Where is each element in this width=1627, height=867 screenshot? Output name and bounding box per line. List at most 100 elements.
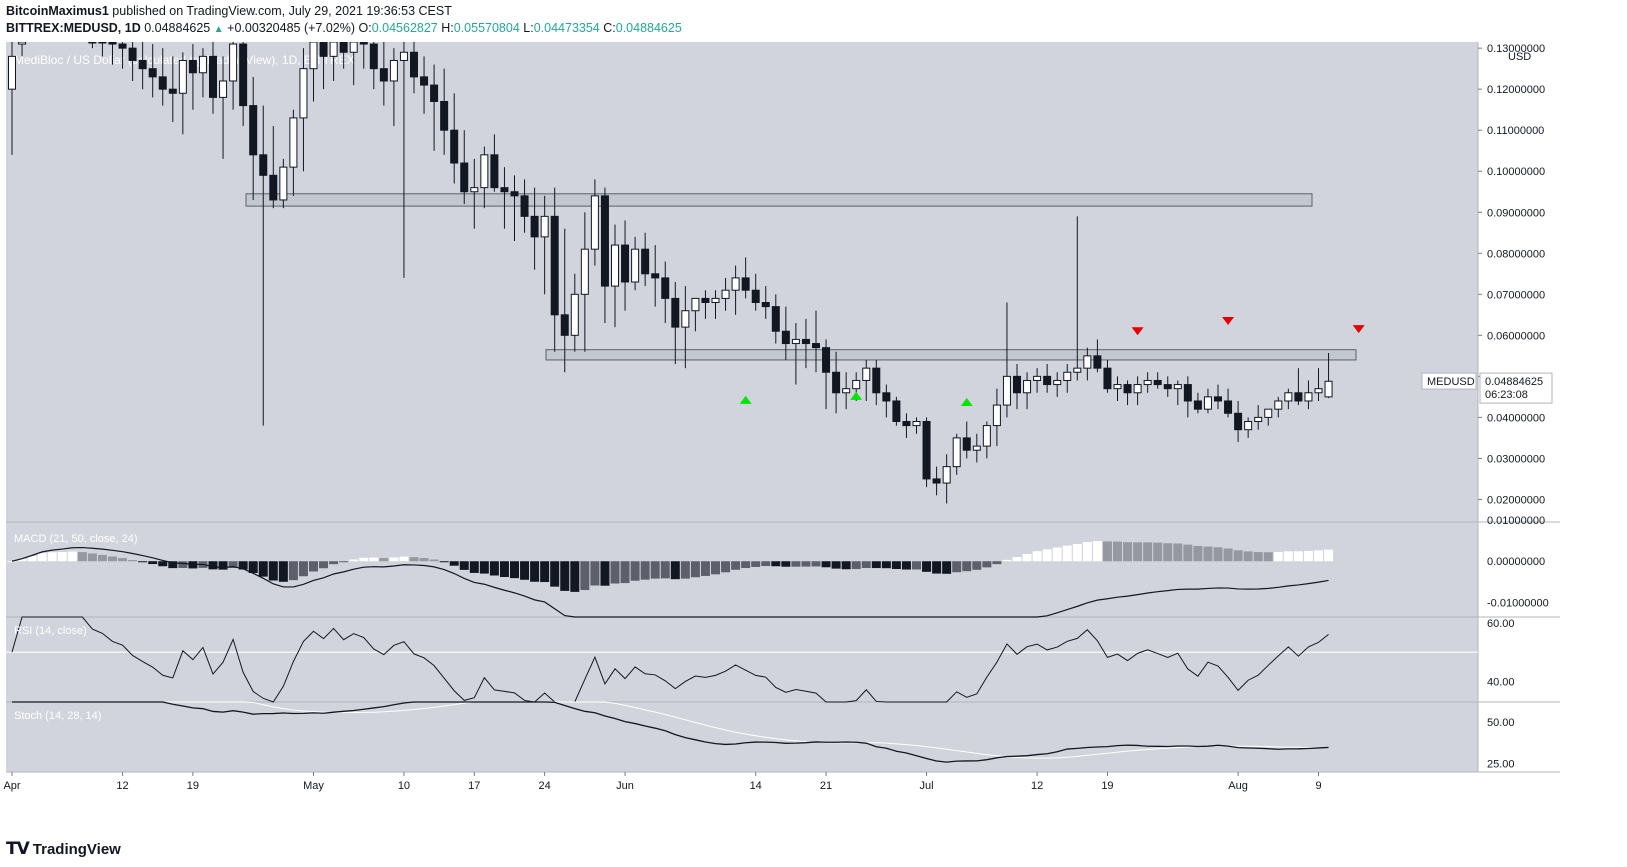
candle-body: [781, 330, 790, 345]
macd-histogram-bar: [660, 561, 670, 579]
publish-info: published on TradingView.com, July 29, 2…: [112, 4, 452, 18]
macd-histogram-bar: [540, 561, 550, 583]
rsi-tick-label: 40.00: [1487, 676, 1515, 688]
candle-body: [1133, 384, 1142, 394]
macd-histogram-bar: [680, 561, 690, 579]
candle-body: [148, 68, 157, 78]
candle-body: [8, 55, 16, 90]
rsi-line: [11, 616, 1329, 703]
price-badge: [1479, 372, 1553, 404]
candle-body: [1093, 355, 1102, 369]
candle-body: [1264, 408, 1273, 418]
macd-histogram-bar: [319, 561, 329, 569]
candle-body: [1193, 400, 1202, 410]
macd-histogram-bar: [801, 561, 811, 567]
price-tick-label: 0.09000000: [1487, 207, 1545, 219]
time-tick-label: Aug: [1228, 780, 1248, 792]
candle-body: [1203, 396, 1212, 410]
chart-canvas[interactable]: 0.13000000 0.12000000 0.11000000 0.10000000…: [0, 42, 1627, 830]
macd-histogram-bar: [1133, 542, 1143, 562]
macd-histogram-bar: [751, 561, 761, 567]
low-label: L:: [523, 21, 534, 35]
macd-histogram-bar: [1012, 557, 1022, 562]
macd-histogram-bar: [1032, 551, 1042, 562]
candle-body: [801, 338, 810, 345]
candle-body: [118, 43, 127, 49]
candle-body: [329, 42, 338, 57]
macd-histogram-bar: [248, 561, 258, 574]
macd-histogram-bar: [499, 561, 509, 577]
candle-body: [1073, 367, 1082, 373]
candle-body: [128, 47, 137, 61]
candle-body: [369, 43, 378, 70]
candle-body: [1324, 380, 1333, 398]
macd-histogram-bar: [1213, 547, 1223, 562]
macd-histogram-bar: [1123, 542, 1133, 562]
price-change: +0.00320485 (+7.02%): [227, 21, 356, 35]
candle-body: [1294, 392, 1303, 402]
time-tick-label: Apr: [3, 780, 20, 792]
macd-histogram-bar: [721, 561, 731, 573]
macd-histogram-bar: [982, 561, 992, 568]
macd-histogram-bar: [369, 557, 379, 562]
macd-histogram-bar: [1314, 550, 1323, 562]
macd-histogram-bar: [741, 561, 751, 569]
footer-logo[interactable]: 𝗧𝗩 TradingView: [6, 839, 121, 859]
candle-body: [209, 55, 217, 98]
candle-body: [822, 347, 831, 373]
stoch-tick-label: 50.00: [1487, 717, 1515, 729]
candle-body: [550, 215, 559, 316]
candle-body: [711, 297, 720, 304]
candle-body: [480, 154, 489, 189]
macd-histogram-bar: [67, 551, 77, 562]
candle-body: [892, 400, 901, 422]
macd-histogram-bar: [891, 561, 901, 569]
candle-body: [1033, 375, 1042, 381]
macd-histogram-bar: [711, 561, 720, 575]
macd-histogram-bar: [178, 561, 188, 569]
candle-body: [872, 367, 881, 394]
macd-histogram-bar: [922, 561, 932, 572]
stoch-label: Stoch (14, 28, 14): [14, 710, 101, 722]
candle-body: [168, 88, 177, 94]
candle-body: [430, 84, 439, 102]
horizontal-zone: [245, 193, 1313, 207]
macd-histogram-bar: [489, 561, 499, 576]
candle-body: [1153, 379, 1162, 386]
macd-histogram-bar: [77, 552, 87, 562]
candle-body: [219, 80, 228, 98]
macd-histogram-bar: [1324, 549, 1334, 562]
candle-body: [701, 297, 710, 304]
candle-body: [651, 273, 660, 279]
macd-histogram-bar: [118, 558, 128, 562]
macd-histogram-bar: [27, 556, 37, 562]
time-tick-label: Jun: [616, 780, 634, 792]
candle-body: [319, 42, 328, 57]
macd-histogram-bar: [148, 561, 158, 565]
macd-histogram-bar: [389, 557, 399, 562]
candle-body: [410, 51, 418, 78]
candle-body: [1183, 384, 1192, 402]
macd-histogram-bar: [831, 561, 841, 569]
price-tick-label: 0.11000000: [1487, 125, 1544, 137]
macd-histogram-bar: [7, 561, 17, 563]
macd-histogram-bar: [409, 557, 419, 562]
macd-histogram-bar: [520, 561, 530, 580]
candle-body: [1304, 392, 1313, 402]
candle-body: [621, 244, 630, 283]
candle-body: [1023, 379, 1032, 394]
macd-histogram-bar: [238, 561, 248, 570]
macd-histogram-bar: [288, 561, 298, 581]
macd-histogram-bar: [449, 561, 459, 566]
candle-body: [490, 154, 499, 189]
candle-body: [1113, 384, 1122, 390]
macd-histogram-bar: [1173, 543, 1183, 562]
candle-body: [590, 195, 599, 250]
support-arrow-icon: [850, 391, 863, 400]
macd-label: MACD (21, 50, close, 24): [14, 533, 138, 545]
macd-histogram-bar: [510, 561, 519, 579]
symbol-label[interactable]: BITTREX:MEDUSD, 1D: [6, 21, 141, 35]
author-name[interactable]: BitcoinMaximus1: [6, 4, 109, 18]
price-badge-value: 0.04884625: [1485, 376, 1543, 388]
macd-histogram-bar: [550, 561, 560, 587]
